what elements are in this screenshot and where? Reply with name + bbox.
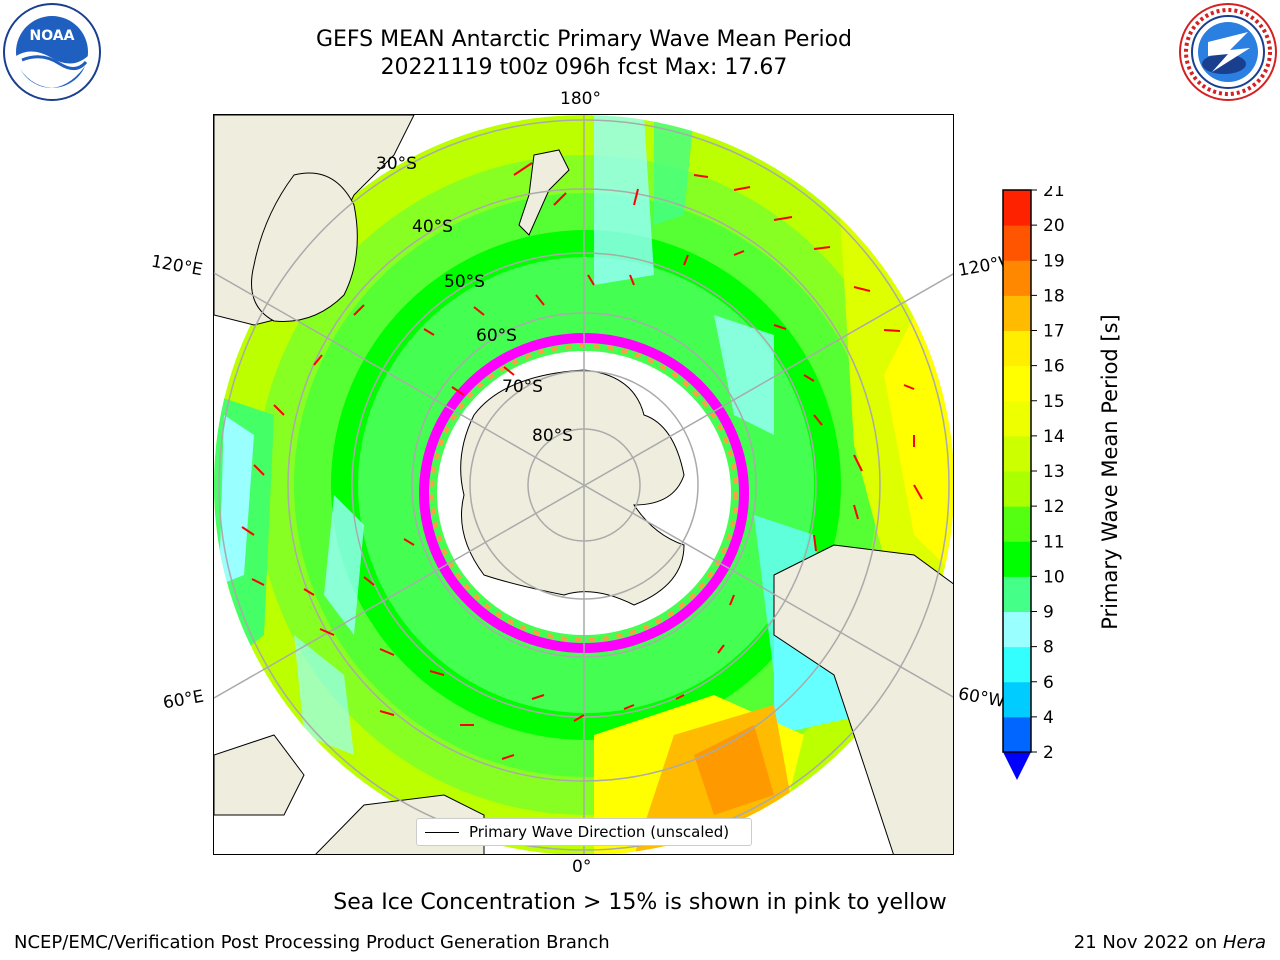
colorbar-bands [1003,190,1031,753]
lat-label-50s: 50°S [444,272,485,292]
map-legend: Primary Wave Direction (unscaled) [416,818,752,846]
lon-label-120e: 120°E [149,251,205,281]
colorbar-tick-label: 20 [1043,216,1065,236]
footer-date: 21 Nov 2022 on Hera [1074,932,1266,953]
colorbar-tick-label: 19 [1043,251,1065,271]
colorbar-tick-label: 11 [1043,532,1065,552]
colorbar-band [1003,400,1031,437]
figure-subtitle: 20221119 t00z 096h fcst Max: 17.67 [380,55,788,80]
nws-logo [1179,3,1277,101]
lat-label-40s: 40°S [412,217,453,237]
lon-label-60e: 60°E [161,686,206,714]
footer-date-text: 21 Nov 2022 on [1073,932,1223,953]
noaa-logo: NOAA [3,3,101,101]
lat-label-60s: 60°S [476,326,517,346]
legend-line-swatch [425,831,459,833]
graticule [214,115,953,854]
colorbar-band [1003,681,1031,718]
colorbar-tick-label: 2 [1043,743,1054,763]
antarctica [460,369,685,606]
wave-direction-vectors [241,162,923,760]
colorbar-tick-label: 17 [1043,322,1065,342]
colorbar-band [1003,365,1031,402]
colorbar-band [1003,435,1031,472]
colorbar-tick-label: 15 [1043,392,1065,412]
latitude-labels: 30°S 40°S 50°S 60°S 70°S 80°S [376,154,573,446]
lon-label-180: 180° [560,89,601,109]
colorbar-tick-label: 8 [1043,638,1054,658]
colorbar-tick-label: 12 [1043,497,1065,517]
colorbar-tick-label: 4 [1043,708,1054,728]
colorbar-under-arrow [1003,752,1031,780]
figure-title: GEFS MEAN Antarctic Primary Wave Mean Pe… [315,27,853,52]
colorbar-band [1003,330,1031,367]
colorbar-label: Primary Wave Mean Period [s] [1098,314,1122,630]
colorbar-band [1003,471,1031,507]
lon-label-0: 0° [572,857,592,877]
colorbar-band [1003,611,1031,648]
lat-label-80s: 80°S [532,426,573,446]
land-areas [214,115,953,854]
lat-label-30s: 30°S [376,154,417,174]
colorbar-ticks: 2 4 6 8 9 10 11 12 13 14 15 16 17 18 19 20 21 [1031,186,1065,763]
colorbar-band [1003,506,1031,542]
colorbar-tick-label: 10 [1043,567,1065,587]
map-panel: 30°S 40°S 50°S 60°S 70°S 80°S [213,114,954,855]
colorbar-tick-label: 13 [1043,462,1065,482]
colorbar-band [1003,225,1031,261]
colorbar-band [1003,716,1031,753]
colorbar-band [1003,295,1031,331]
noaa-logo-text: NOAA [30,28,75,44]
colorbar-band [1003,260,1031,296]
lon-label-60w: 60°W [956,684,1007,712]
lat-label-70s: 70°S [502,377,543,397]
footer-host: Hera [1222,932,1266,953]
colorbar-tick-label: 9 [1043,603,1054,623]
legend-text: Primary Wave Direction (unscaled) [469,823,730,841]
colorbar-tick-label: 18 [1043,286,1065,306]
colorbar-tick-label: 21 [1043,186,1065,201]
colorbar-tick-label: 14 [1043,427,1065,447]
sea-ice-caption: Sea Ice Concentration > 15% is shown in … [333,890,947,915]
colorbar-band [1003,190,1031,226]
polar-map: 30°S 40°S 50°S 60°S 70°S 80°S [214,115,953,854]
footer-credit: NCEP/EMC/Verification Post Processing Pr… [14,932,610,953]
colorbar-band [1003,541,1031,577]
colorbar-tick-label: 6 [1043,673,1054,693]
colorbar-band [1003,646,1031,683]
colorbar-tick-label: 16 [1043,357,1065,377]
colorbar-band [1003,576,1031,612]
colorbar: 2 4 6 8 9 10 11 12 13 14 15 16 17 18 19 20 21 [1002,186,1065,780]
